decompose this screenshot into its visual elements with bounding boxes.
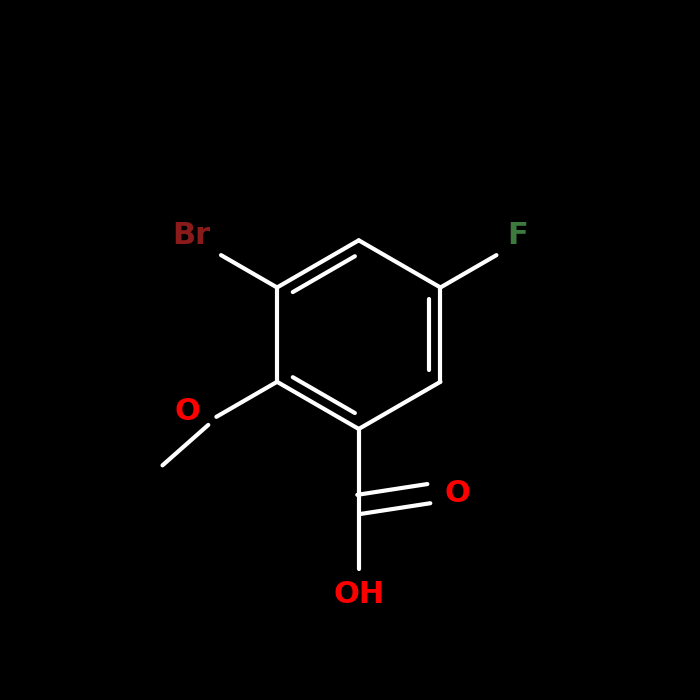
Text: F: F <box>508 220 528 250</box>
Text: O: O <box>174 397 200 426</box>
Text: OH: OH <box>333 580 384 609</box>
Text: Br: Br <box>172 220 210 250</box>
Text: O: O <box>445 479 471 508</box>
